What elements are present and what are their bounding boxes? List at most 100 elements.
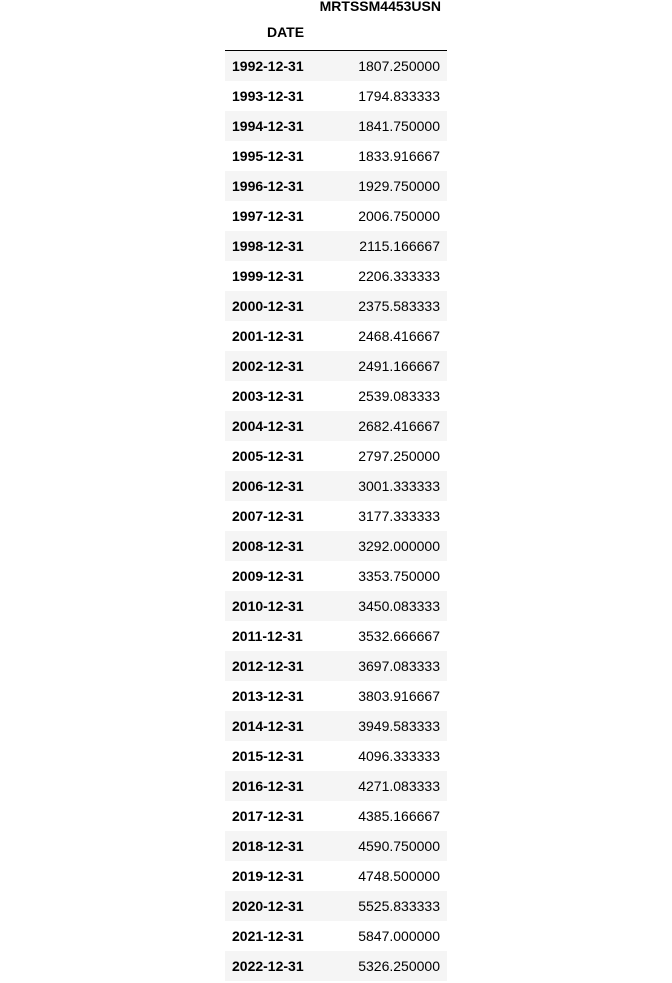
- table-row: 2008-12-31 3292.000000: [225, 531, 447, 561]
- row-index-date: 2007-12-31: [232, 508, 304, 524]
- table-body: 1992-12-31 1807.250000 1993-12-31 1794.8333…: [225, 50, 447, 981]
- row-index-date: 1996-12-31: [232, 178, 304, 194]
- row-index-date: 2006-12-31: [232, 478, 304, 494]
- table-row: 2009-12-31 3353.750000: [225, 561, 447, 591]
- table-row: 2015-12-31 4096.333333: [225, 741, 447, 771]
- table-row: 1994-12-31 1841.750000: [225, 111, 447, 141]
- row-value: 2468.416667: [358, 328, 440, 344]
- header-blank-cell: [225, 0, 312, 14]
- row-value: 1841.750000: [358, 118, 440, 134]
- table-row: 2014-12-31 3949.583333: [225, 711, 447, 741]
- table-row: 2013-12-31 3803.916667: [225, 681, 447, 711]
- table-header: MRTSSM4453USN DATE: [225, 0, 447, 51]
- table-row: 2017-12-31 4385.166667: [225, 801, 447, 831]
- table-row: 1998-12-31 2115.166667: [225, 231, 447, 261]
- row-index-date: 2001-12-31: [232, 328, 304, 344]
- table-row: 1996-12-31 1929.750000: [225, 171, 447, 201]
- row-index-date: 1992-12-31: [232, 58, 304, 74]
- table-row: 2010-12-31 3450.083333: [225, 591, 447, 621]
- column-header-row: MRTSSM4453USN: [225, 0, 447, 14]
- row-index-date: 2010-12-31: [232, 598, 304, 614]
- row-value: 4385.166667: [358, 808, 440, 824]
- table-row: 2022-12-31 5326.250000: [225, 951, 447, 981]
- index-header-row: DATE: [225, 14, 447, 51]
- table-row: 2006-12-31 3001.333333: [225, 471, 447, 501]
- row-value: 3532.666667: [358, 628, 440, 644]
- row-value: 3001.333333: [358, 478, 440, 494]
- row-value: 2006.750000: [358, 208, 440, 224]
- row-index-date: 2018-12-31: [232, 838, 304, 854]
- row-value: 4590.750000: [358, 838, 440, 854]
- row-value: 1929.750000: [358, 178, 440, 194]
- row-index-date: 2021-12-31: [232, 928, 304, 944]
- dataframe-table: MRTSSM4453USN DATE 1992-12-31 1807.250000…: [225, 0, 447, 981]
- row-index-date: 1994-12-31: [232, 118, 304, 134]
- table-row: 2005-12-31 2797.250000: [225, 441, 447, 471]
- row-value: 4271.083333: [358, 778, 440, 794]
- table-row: 2021-12-31 5847.000000: [225, 921, 447, 951]
- row-value: 5326.250000: [358, 958, 440, 974]
- index-name-header: DATE: [225, 14, 312, 51]
- table-row: 2002-12-31 2491.166667: [225, 351, 447, 381]
- table-row: 1997-12-31 2006.750000: [225, 201, 447, 231]
- row-value: 4096.333333: [358, 748, 440, 764]
- row-value: 5525.833333: [358, 898, 440, 914]
- table-row: 2018-12-31 4590.750000: [225, 831, 447, 861]
- table-row: 2012-12-31 3697.083333: [225, 651, 447, 681]
- row-value: 3949.583333: [358, 718, 440, 734]
- table-row: 1999-12-31 2206.333333: [225, 261, 447, 291]
- row-index-date: 2009-12-31: [232, 568, 304, 584]
- row-index-date: 2013-12-31: [232, 688, 304, 704]
- row-index-date: 1997-12-31: [232, 208, 304, 224]
- row-index-date: 2014-12-31: [232, 718, 304, 734]
- row-index-date: 2005-12-31: [232, 448, 304, 464]
- row-index-date: 2004-12-31: [232, 418, 304, 434]
- row-index-date: 1998-12-31: [232, 238, 304, 254]
- row-index-date: 2015-12-31: [232, 748, 304, 764]
- table-row: 2007-12-31 3177.333333: [225, 501, 447, 531]
- row-value: 3697.083333: [358, 658, 440, 674]
- table-row: 1993-12-31 1794.833333: [225, 81, 447, 111]
- row-index-date: 1993-12-31: [232, 88, 304, 104]
- row-index-date: 2008-12-31: [232, 538, 304, 554]
- row-index-date: 2003-12-31: [232, 388, 304, 404]
- row-value: 3803.916667: [358, 688, 440, 704]
- index-header-blank-cell: [311, 14, 447, 51]
- table-row: 2020-12-31 5525.833333: [225, 891, 447, 921]
- table-row: 2011-12-31 3532.666667: [225, 621, 447, 651]
- row-value: 1794.833333: [358, 88, 440, 104]
- row-value: 2491.166667: [358, 358, 440, 374]
- row-index-date: 2019-12-31: [232, 868, 304, 884]
- row-index-date: 2020-12-31: [232, 898, 304, 914]
- row-value: 2539.083333: [358, 388, 440, 404]
- table-row: 1992-12-31 1807.250000: [225, 50, 447, 81]
- row-index-date: 2011-12-31: [232, 628, 303, 644]
- row-index-date: 1999-12-31: [232, 268, 304, 284]
- row-value: 1833.916667: [358, 148, 440, 164]
- row-value: 4748.500000: [358, 868, 440, 884]
- row-value: 3292.000000: [358, 538, 440, 554]
- row-value: 3450.083333: [358, 598, 440, 614]
- row-value: 2682.416667: [358, 418, 440, 434]
- row-index-date: 2022-12-31: [232, 958, 304, 974]
- column-header-series: MRTSSM4453USN: [319, 0, 441, 14]
- row-index-date: 2012-12-31: [232, 658, 304, 674]
- row-value: 3353.750000: [358, 568, 440, 584]
- row-value: 2115.166667: [359, 238, 440, 254]
- row-index-date: 2002-12-31: [232, 358, 304, 374]
- row-value: 2206.333333: [358, 268, 440, 284]
- table-row: 1995-12-31 1833.916667: [225, 141, 447, 171]
- row-value: 2375.583333: [358, 298, 440, 314]
- table-row: 2001-12-31 2468.416667: [225, 321, 447, 351]
- row-value: 2797.250000: [358, 448, 440, 464]
- row-value: 3177.333333: [358, 508, 440, 524]
- row-index-date: 2017-12-31: [232, 808, 304, 824]
- table-row: 2004-12-31 2682.416667: [225, 411, 447, 441]
- row-index-date: 2016-12-31: [232, 778, 304, 794]
- table-row: 2003-12-31 2539.083333: [225, 381, 447, 411]
- table-row: 2000-12-31 2375.583333: [225, 291, 447, 321]
- table-row: 2019-12-31 4748.500000: [225, 861, 447, 891]
- row-index-date: 2000-12-31: [232, 298, 304, 314]
- row-value: 1807.250000: [358, 58, 440, 74]
- row-value: 5847.000000: [358, 928, 440, 944]
